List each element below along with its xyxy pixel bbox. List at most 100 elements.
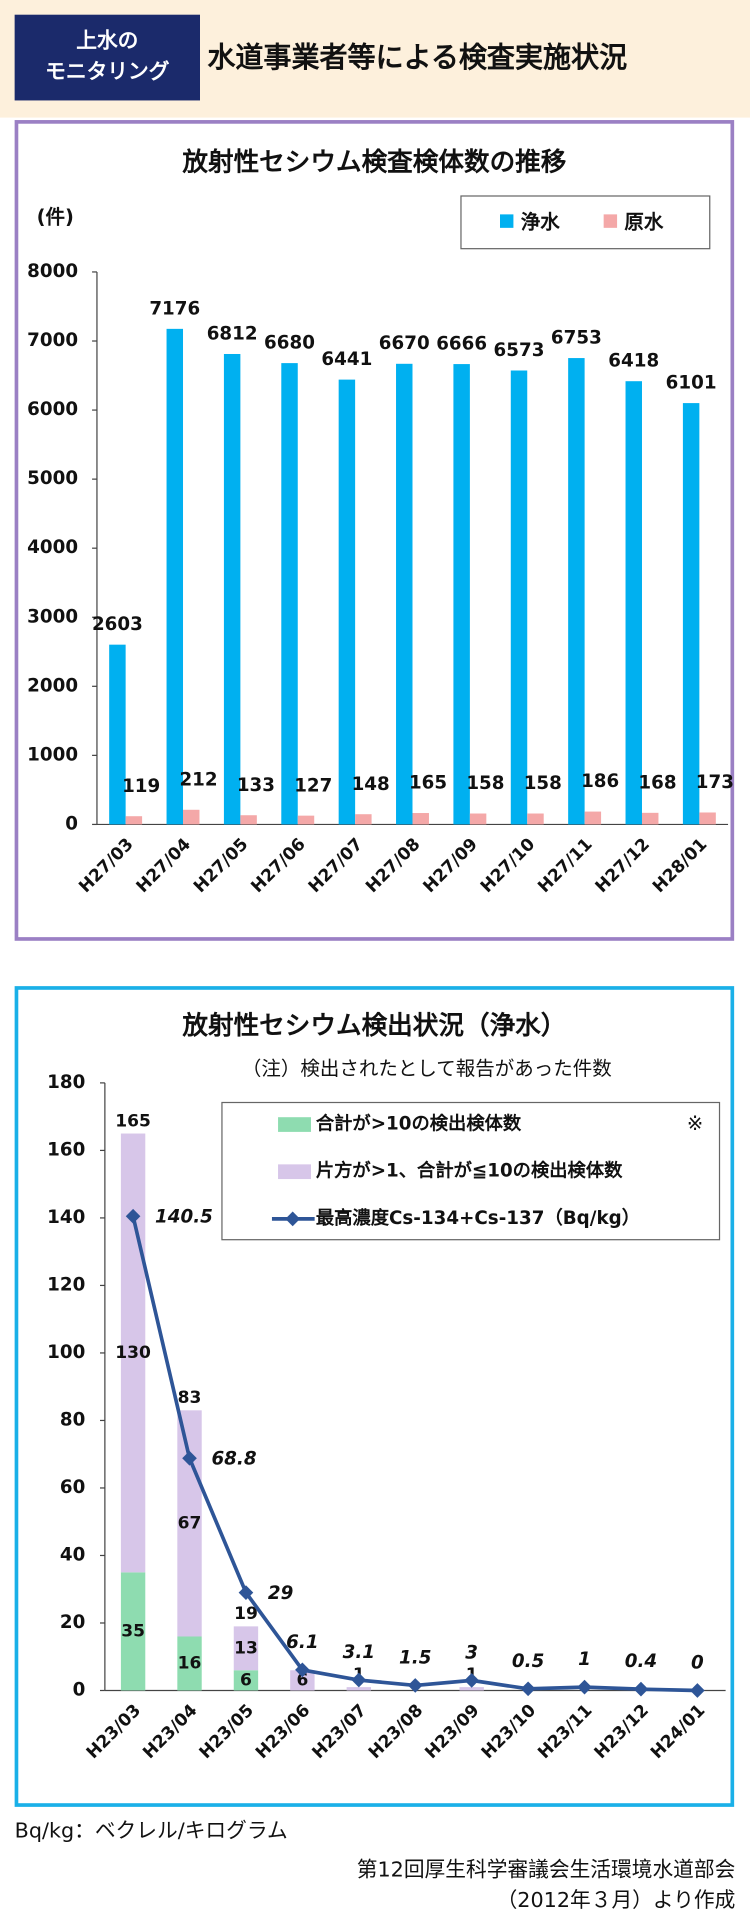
bar-segment (120, 1572, 146, 1691)
y-tick-label: 80 (60, 1409, 85, 1430)
y-tick-label: 120 (47, 1274, 85, 1295)
legend-swatch (278, 1117, 311, 1132)
line-marker (520, 1681, 536, 1697)
line-marker (633, 1681, 649, 1697)
line-marker (125, 1208, 141, 1224)
value-label: 13 (234, 1638, 258, 1658)
y-tick-label: 6000 (27, 399, 78, 420)
line-marker (577, 1679, 592, 1695)
line-value-label: 0.4 (625, 1651, 657, 1672)
bar-segment (233, 1626, 259, 1671)
legend-label: 片方が>1、合計が≦10の検出検体数 (316, 1160, 623, 1182)
value-label: 6418 (608, 351, 659, 372)
legend-swatch (278, 1164, 311, 1180)
bar (338, 379, 356, 825)
x-tick-label: H23/07 (309, 1701, 371, 1763)
x-tick-label: H23/09 (421, 1701, 483, 1763)
bar (297, 815, 315, 825)
x-tick-label: H27/04 (133, 834, 195, 897)
line-value-label: 6.1 (286, 1632, 318, 1653)
x-tick-label: H23/08 (365, 1701, 427, 1763)
value-label: 6666 (436, 333, 487, 354)
bar (166, 328, 184, 825)
total-label: 19 (234, 1604, 258, 1624)
footer-source: （2012年３月）より作成 (497, 1888, 736, 1911)
bar (699, 812, 716, 825)
value-label: 16 (178, 1653, 202, 1673)
value-label: 6441 (321, 349, 372, 370)
bar (453, 364, 470, 825)
x-tick-label: H27/10 (477, 834, 539, 897)
value-label: 35 (121, 1621, 145, 1641)
line-value-label: 29 (268, 1583, 293, 1604)
y-tick-label: 140 (47, 1207, 85, 1228)
value-label: 6 (240, 1670, 252, 1690)
bar (682, 403, 700, 825)
chart-title: 放射性セシウム検査検体数の推移 (181, 146, 566, 177)
y-axis-label: (件) (37, 206, 74, 229)
bar (641, 812, 659, 825)
x-tick-label: H27/08 (362, 834, 424, 896)
value-label: 165 (409, 773, 447, 794)
y-tick-label: 2000 (27, 675, 78, 696)
value-label: 6101 (666, 372, 717, 393)
x-tick-label: H24/01 (647, 1701, 709, 1763)
badge (14, 14, 201, 101)
bar-segment (346, 1687, 372, 1691)
value-label: 6753 (551, 327, 602, 348)
bar (183, 809, 200, 825)
bar (412, 813, 429, 825)
x-tick-label: H27/03 (75, 834, 137, 896)
line-marker (182, 1450, 197, 1466)
chart-title: 放射性セシウム検出状況（浄水） (181, 1010, 566, 1041)
bar-segment (177, 1636, 202, 1691)
bar (584, 811, 602, 825)
value-label: 127 (294, 775, 332, 796)
legend-label: 最高濃度Cs-134+Cs-137（Bq/kg） (316, 1207, 640, 1229)
legend-note: ※ (687, 1112, 703, 1135)
panel (14, 120, 735, 941)
bar (527, 813, 544, 825)
value-label: 168 (638, 772, 676, 793)
line-value-label: 140.5 (155, 1206, 213, 1227)
bar-segment (233, 1670, 259, 1691)
footer-note: Bq/kg：ベクレル/キログラム (15, 1818, 288, 1842)
y-tick-label: 160 (47, 1139, 85, 1160)
value-label: 119 (122, 776, 160, 797)
value-label: 148 (352, 774, 390, 795)
y-tick-label: 1000 (27, 744, 78, 765)
line-marker (295, 1662, 310, 1678)
x-tick-label: H23/04 (139, 1700, 201, 1763)
line-marker (690, 1683, 705, 1698)
value-label: 133 (237, 775, 275, 796)
x-tick-label: H27/07 (305, 834, 367, 896)
y-tick-label: 0 (73, 1679, 86, 1700)
x-tick-label: H23/05 (196, 1701, 258, 1763)
value-label: 6573 (494, 340, 545, 361)
y-tick-label: 5000 (27, 468, 78, 489)
x-tick-label: H23/12 (591, 1701, 653, 1763)
header-title: 水道事業者等による検査実施状況 (207, 41, 627, 74)
value-label: 158 (524, 773, 562, 794)
total-label: 83 (178, 1388, 202, 1408)
bar (109, 644, 126, 825)
subtitle: （注）検出されたとして報告があった件数 (242, 1057, 612, 1080)
x-tick-label: H27/12 (592, 834, 654, 896)
line-value-label: 3.1 (343, 1642, 375, 1663)
value-label: 67 (178, 1513, 202, 1533)
y-tick-label: 100 (47, 1342, 85, 1363)
line-value-label: 0.5 (512, 1651, 544, 1672)
line-value-label: 3 (465, 1642, 478, 1663)
bar (469, 813, 487, 825)
y-tick-label: 60 (60, 1477, 85, 1498)
x-tick-label: H27/11 (534, 834, 596, 896)
line-value-label: 1.5 (399, 1647, 431, 1668)
badge-line: モニタリング (45, 59, 170, 83)
badge-line: 上水の (76, 29, 138, 53)
value-label: 186 (581, 771, 619, 792)
y-tick-label: 20 (60, 1612, 85, 1633)
legend-box (460, 195, 711, 250)
bar (396, 363, 413, 825)
